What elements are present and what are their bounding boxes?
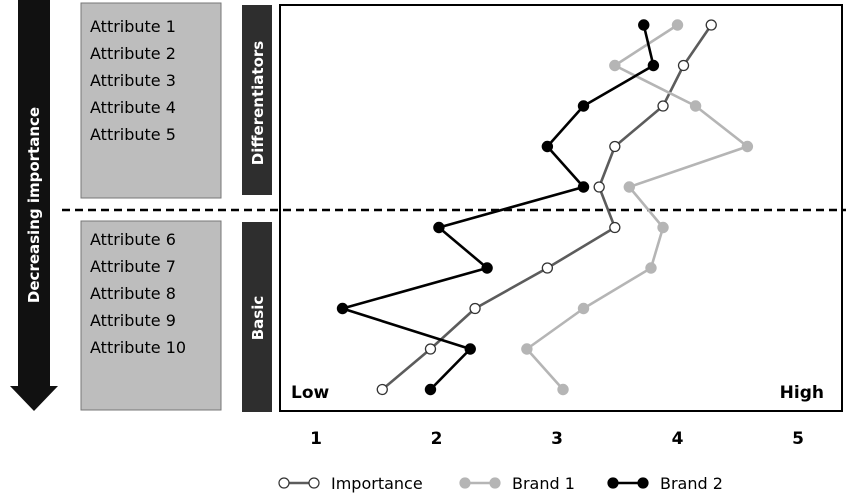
- basic-tab: Basic: [242, 222, 272, 412]
- data-point: [645, 262, 657, 274]
- plot-area: [279, 4, 843, 412]
- x-tick-label: 2: [431, 429, 443, 449]
- legend: Importance Brand 1 Brand 2: [278, 474, 723, 493]
- legend-item: Importance: [278, 474, 423, 493]
- basic-attributes-panel: [80, 220, 222, 411]
- data-point: [557, 383, 569, 396]
- data-point: [705, 19, 717, 31]
- attribute-label: Attribute 8: [90, 284, 176, 303]
- legend-label: Brand 1: [512, 474, 575, 493]
- series-line: [525, 23, 749, 391]
- attribute-label: Attribute 4: [90, 98, 176, 117]
- data-point: [577, 100, 590, 112]
- data-point: [657, 100, 669, 112]
- x-axis-ticks: 1 2 3 4 5: [310, 429, 804, 449]
- data-point: [541, 140, 554, 153]
- legend-item: Brand 2: [607, 474, 723, 493]
- attribute-label: Attribute 5: [90, 125, 176, 144]
- data-point: [657, 221, 669, 234]
- attribute-label: Attribute 9: [90, 311, 176, 330]
- differentiator-attributes-panel: [80, 2, 222, 199]
- data-point: [677, 59, 690, 72]
- data-point: [336, 302, 349, 315]
- data-point: [609, 59, 621, 72]
- x-tick-label: 5: [792, 429, 804, 449]
- data-point: [469, 302, 481, 315]
- data-point: [424, 343, 437, 355]
- data-point: [424, 383, 437, 396]
- differentiators-label: Differentiators: [249, 41, 267, 165]
- low-label: Low: [291, 383, 330, 403]
- attribute-label: Attribute 2: [90, 44, 176, 63]
- series-layer: [336, 19, 754, 396]
- data-point: [376, 383, 388, 396]
- legend-item: Brand 1: [459, 474, 575, 493]
- legend-swatch-marker: [637, 477, 649, 489]
- series-line: [341, 24, 655, 391]
- data-point: [433, 221, 445, 234]
- attribute-label: Attribute 10: [90, 338, 186, 357]
- high-label: High: [780, 383, 824, 403]
- basic-attributes-list: Attribute 6 Attribute 7 Attribute 8 Attribu…: [90, 230, 186, 357]
- legend-swatch-marker: [607, 477, 619, 489]
- basic-label: Basic: [249, 296, 267, 341]
- legend-swatch-marker: [278, 477, 290, 489]
- data-point: [609, 221, 621, 234]
- data-point: [593, 181, 605, 193]
- data-point: [521, 343, 533, 355]
- legend-label: Importance: [331, 474, 423, 493]
- x-tick-label: 4: [672, 429, 684, 449]
- data-point: [541, 262, 554, 274]
- data-point: [464, 343, 476, 355]
- data-point: [741, 140, 754, 153]
- decreasing-importance-arrow: Decreasing importance: [10, 0, 58, 411]
- attribute-label: Attribute 1: [90, 17, 176, 36]
- series-brand-1: [521, 19, 754, 396]
- series-line: [381, 24, 713, 391]
- decreasing-importance-label: Decreasing importance: [25, 107, 43, 303]
- data-point: [577, 302, 590, 315]
- x-tick-label: 1: [310, 429, 322, 449]
- attribute-label: Attribute 7: [90, 257, 176, 276]
- data-point: [481, 262, 493, 274]
- data-point: [623, 181, 635, 193]
- legend-swatch-marker: [489, 477, 501, 489]
- legend-swatch-marker: [308, 477, 320, 489]
- differentiators-tab: Differentiators: [242, 5, 272, 195]
- attribute-label: Attribute 3: [90, 71, 176, 90]
- legend-swatch-marker: [459, 477, 471, 489]
- differentiator-attributes-list: Attribute 1 Attribute 2 Attribute 3 Attribu…: [90, 17, 176, 144]
- x-tick-label: 3: [551, 429, 563, 449]
- series-brand-2: [336, 19, 660, 396]
- legend-label: Brand 2: [660, 474, 723, 493]
- data-point: [689, 100, 702, 112]
- data-point: [647, 59, 660, 72]
- series-importance: [376, 19, 717, 396]
- attribute-label: Attribute 6: [90, 230, 176, 249]
- data-point: [609, 140, 621, 153]
- data-point: [577, 181, 590, 193]
- data-point: [671, 19, 684, 31]
- data-point: [638, 19, 650, 31]
